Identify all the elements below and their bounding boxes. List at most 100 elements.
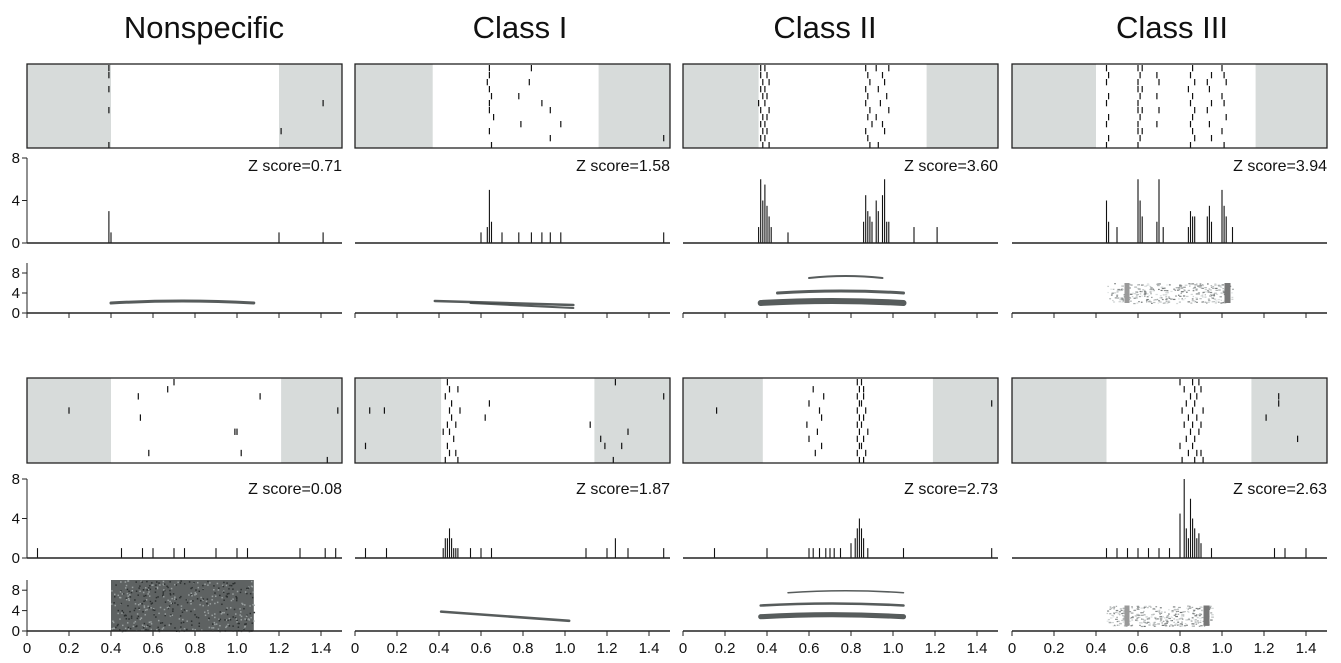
spectrogram-component (1134, 615, 1137, 617)
spectrogram-noise-speck (116, 624, 119, 627)
spectrogram-noise-speck (213, 585, 215, 587)
spectrogram-noise-speck (173, 598, 176, 600)
z-score-label: Z score=2.73 (904, 481, 998, 498)
spectrogram-component (1142, 289, 1144, 291)
spectrogram-noise-speck (194, 628, 196, 631)
spectrogram-noise-speck (177, 581, 179, 584)
spectrogram-noise-speck (142, 611, 144, 613)
spectrogram-noise-speck (244, 591, 247, 593)
spectrogram-harmonic (759, 602, 905, 607)
spectrogram-noise-speck (246, 587, 248, 590)
spectrogram-component (1198, 614, 1201, 616)
spectrogram-component (1165, 300, 1168, 302)
spectrogram-component (1150, 293, 1152, 295)
spectrogram-noise-speck (212, 627, 215, 629)
column-title-class-iii: Class III (1116, 10, 1228, 45)
spectrogram-component (1114, 611, 1118, 614)
spectrogram-noise-speck (169, 592, 172, 595)
spectrogram-noise-speck (183, 627, 186, 630)
spectrogram-component (1157, 610, 1160, 612)
spectrogram-noise-speck (156, 587, 159, 590)
spectrogram-component (1178, 618, 1181, 620)
spectrogram-component (1136, 620, 1139, 622)
spectrogram-noise-speck (127, 595, 129, 597)
spectrogram-noise-speck (119, 618, 121, 620)
spectrogram-component (1192, 623, 1195, 625)
spectrogram-noise-speck (122, 611, 125, 614)
spectrogram-noise-speck (151, 584, 153, 587)
spectrogram-harmonic (758, 612, 907, 620)
spectrogram-noise-speck (141, 581, 143, 583)
spectrogram-noise-speck (144, 609, 147, 611)
spectrogram-component (1204, 288, 1208, 291)
spectrogram-noise-speck (239, 591, 242, 594)
z-score-label: Z score=0.08 (248, 481, 342, 498)
spectrogram-noise-speck (243, 607, 245, 610)
spectrogram-component (1168, 297, 1171, 299)
spectrogram-component (1201, 287, 1204, 289)
spectrogram-component (1214, 302, 1218, 304)
spectrogram-component (1167, 613, 1170, 615)
spectrogram-component (1202, 291, 1205, 293)
spectrogram-noise-speck (131, 589, 134, 592)
panel: Z score=2.73 0 0.2 0.4 0.6 0.8 1.0 1.2 1.4 (679, 377, 999, 657)
spectrogram-noise-speck (138, 608, 141, 611)
spectrogram-component (1214, 298, 1217, 301)
spectrogram-component (1123, 616, 1126, 618)
spectrogram-noise-speck (192, 628, 194, 631)
spectrogram-harmonic (787, 590, 905, 594)
spectrogram-component (1201, 301, 1204, 303)
spectrogram-component (1176, 624, 1179, 626)
spectrogram-noise-speck (149, 625, 151, 628)
spectrogram-component (1111, 621, 1114, 624)
spectrogram-noise-speck (217, 628, 220, 630)
spectrogram-component (1158, 612, 1162, 614)
spectrogram-noise-speck (111, 628, 113, 630)
spectrogram-noise-speck (202, 584, 204, 587)
spectrogram-component (1193, 618, 1196, 621)
spectrogram-component (1207, 301, 1210, 303)
spectrogram-component (1192, 287, 1195, 290)
spectrogram-component (1186, 624, 1188, 626)
psth-y-tick-label: 4 (12, 193, 20, 210)
spectrogram-component (1140, 284, 1143, 286)
spectrogram-noise-speck (121, 593, 124, 595)
spectrogram-noise-speck (234, 582, 236, 584)
spectrogram-component (1122, 618, 1126, 620)
psth-y-tick-label: 8 (12, 471, 20, 488)
spectrogram-component (1158, 288, 1160, 291)
spectrogram-noise-speck (120, 581, 122, 583)
spectrogram-component (1156, 298, 1159, 301)
spectrogram-noise-speck (227, 623, 229, 626)
spectrogram-noise-speck (134, 607, 137, 610)
spectrogram-component (1210, 619, 1213, 621)
spectrogram-noise-speck (222, 585, 225, 588)
spectrogram-noise-speck (182, 621, 185, 624)
spectrogram-component (1139, 290, 1142, 293)
spectrogram-component (1197, 620, 1199, 622)
x-tick-label: 0 (679, 640, 687, 657)
spectrogram-noise-speck (145, 594, 147, 597)
spectrogram-component (1130, 612, 1134, 614)
spectrogram-component (1209, 291, 1213, 294)
spectrogram-noise-speck (202, 588, 204, 591)
spectrogram-component (1198, 608, 1201, 610)
spectrogram-noise-speck (167, 607, 169, 610)
spectrogram-noise-speck (122, 593, 125, 595)
spectrogram-noise-speck (238, 622, 240, 625)
spectrogram-noise-speck (141, 603, 143, 605)
spectrogram-component (1217, 299, 1221, 301)
spectrogram-noise-speck (180, 626, 182, 628)
spectrogram-noise-speck (244, 623, 246, 625)
spectrogram-component (1183, 290, 1186, 292)
spectrogram-component (1152, 290, 1155, 292)
spectrogram-component (1144, 295, 1146, 297)
spectrogram-noise-speck (119, 596, 121, 599)
x-tick-label: 1.4 (311, 640, 332, 657)
spectrogram-noise-speck (139, 618, 142, 621)
x-tick-label: 1.2 (1254, 640, 1275, 657)
spectrogram-component (1187, 618, 1191, 621)
prestim-shading (27, 378, 111, 463)
spectrogram-component (1214, 283, 1217, 285)
spectrogram-noise-speck (217, 589, 220, 591)
